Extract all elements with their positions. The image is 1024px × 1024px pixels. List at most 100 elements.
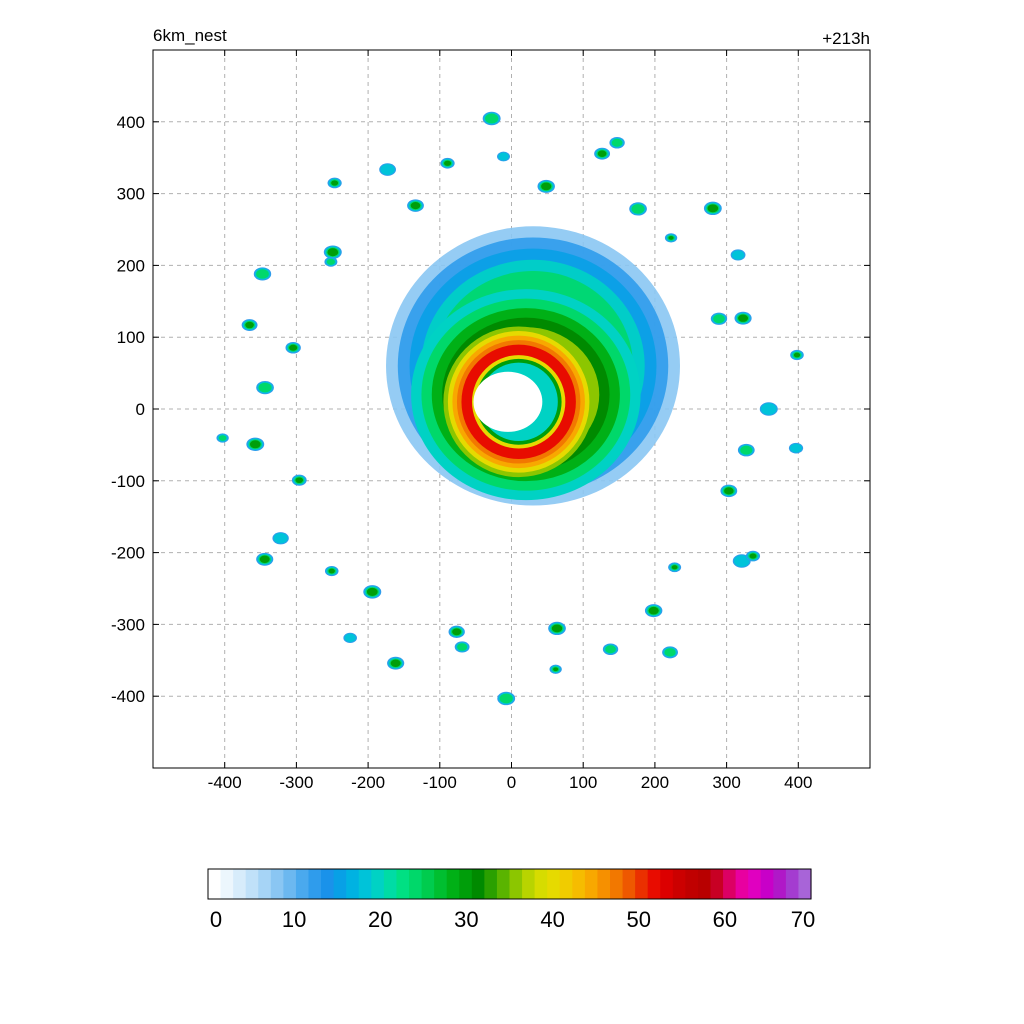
colorbar-swatch (672, 869, 686, 899)
colorbar-swatch (735, 869, 749, 899)
convective-cell (671, 565, 678, 570)
convective-cell (390, 659, 401, 667)
y-tick-label: 0 (136, 400, 145, 419)
convective-cell (749, 553, 757, 559)
convective-cell (366, 587, 378, 596)
colorbar-swatch (421, 869, 435, 899)
convective-cell (738, 314, 749, 322)
convective-cell (605, 645, 616, 654)
colorbar-swatch (509, 869, 523, 899)
colorbar-swatch (785, 869, 800, 899)
convective-cell (273, 533, 288, 544)
colorbar-tick-label: 10 (282, 907, 306, 932)
colorbar-swatch (396, 869, 410, 899)
convective-cell (733, 555, 750, 567)
colorbar-swatch (622, 869, 636, 899)
convective-cell (256, 269, 269, 279)
colorbar-swatch (685, 869, 699, 899)
colorbar-frame (207, 868, 812, 900)
convective-cell (790, 443, 802, 453)
convective-cell (664, 648, 676, 657)
convective-cell (328, 568, 335, 574)
colorbar-swatch (660, 869, 674, 899)
colorbar-swatch (459, 869, 473, 899)
colorbar-swatch (723, 869, 737, 899)
convective-cell (327, 248, 339, 257)
colorbar-swatch (220, 869, 234, 899)
colorbar-swatch (773, 869, 787, 899)
colorbar-swatch (409, 869, 423, 899)
colorbar-tick-label: 50 (626, 907, 650, 932)
colorbar-swatch (484, 869, 498, 899)
x-tick-label: 200 (641, 773, 669, 792)
convective-cell (551, 624, 563, 633)
colorbar-swatch (597, 869, 611, 899)
colorbar-swatch (245, 869, 259, 899)
colorbar-tick-label: 20 (368, 907, 392, 932)
hurricane-eye (473, 371, 543, 432)
convective-cell (553, 667, 559, 672)
y-tick-label: -400 (111, 687, 145, 706)
colorbar-swatch (584, 869, 599, 899)
y-tick-label: -100 (111, 472, 145, 491)
convective-cell (295, 477, 304, 484)
convective-cell (668, 235, 674, 240)
convective-cell (452, 628, 462, 636)
colorbar-swatch (697, 869, 712, 899)
colorbar-swatch (522, 869, 536, 899)
x-tick-label: 300 (712, 773, 740, 792)
colorbar-swatch (233, 869, 247, 899)
convective-cell (631, 204, 645, 214)
x-tick-label: -100 (423, 773, 457, 792)
colorbar-swatch (647, 869, 661, 899)
colorbar-swatch (333, 869, 347, 899)
y-tick-label: -300 (111, 615, 145, 634)
colorbar-swatch (446, 869, 460, 899)
convective-cell (245, 321, 254, 329)
convective-cell (259, 555, 270, 564)
colorbar-tick-label: 60 (713, 907, 737, 932)
colorbar-swatch (383, 869, 398, 899)
convective-cell (724, 487, 734, 495)
x-tick-label: 400 (784, 773, 812, 792)
convective-cell (611, 138, 623, 147)
colorbar-swatch (358, 869, 372, 899)
convective-cell (760, 403, 777, 415)
colorbar-tick-label: 70 (791, 907, 815, 932)
colorbar-swatch (748, 869, 762, 899)
x-tick-label: -300 (279, 773, 313, 792)
colorbar-swatch (798, 869, 812, 899)
convective-cell (731, 250, 745, 260)
x-tick-label: -400 (208, 773, 242, 792)
colorbar-swatch (760, 869, 774, 899)
convective-cell (218, 435, 227, 441)
convective-cell (597, 150, 607, 157)
convective-cell (258, 382, 272, 393)
convective-cell (740, 445, 753, 455)
colorbar-swatch (371, 869, 385, 899)
convective-cell (707, 204, 719, 213)
colorbar-swatch (308, 869, 322, 899)
colorbar-swatch (208, 869, 222, 899)
convective-cell (498, 152, 509, 161)
convective-cell (499, 693, 513, 704)
colorbar-tick-label: 40 (540, 907, 564, 932)
plot-title-left: 6km_nest (153, 26, 227, 45)
convective-cell (326, 258, 335, 265)
x-tick-label: 0 (507, 773, 516, 792)
convective-cell (344, 633, 356, 643)
convective-cell (410, 202, 421, 210)
colorbar: 0 10 20 30 40 50 60 70 (207, 868, 815, 932)
colorbar-tick-label: 0 (210, 907, 222, 932)
colorbar-tick-label: 30 (454, 907, 478, 932)
convective-cell (713, 314, 725, 324)
convective-cell (289, 344, 298, 351)
colorbar-swatch (283, 869, 297, 899)
y-tick-label: 200 (117, 256, 145, 275)
colorbar-swatch (610, 869, 624, 899)
colorbar-swatch (559, 869, 573, 899)
colorbar-swatch (258, 869, 272, 899)
colorbar-swatch (710, 869, 724, 899)
colorbar-swatch (572, 869, 586, 899)
